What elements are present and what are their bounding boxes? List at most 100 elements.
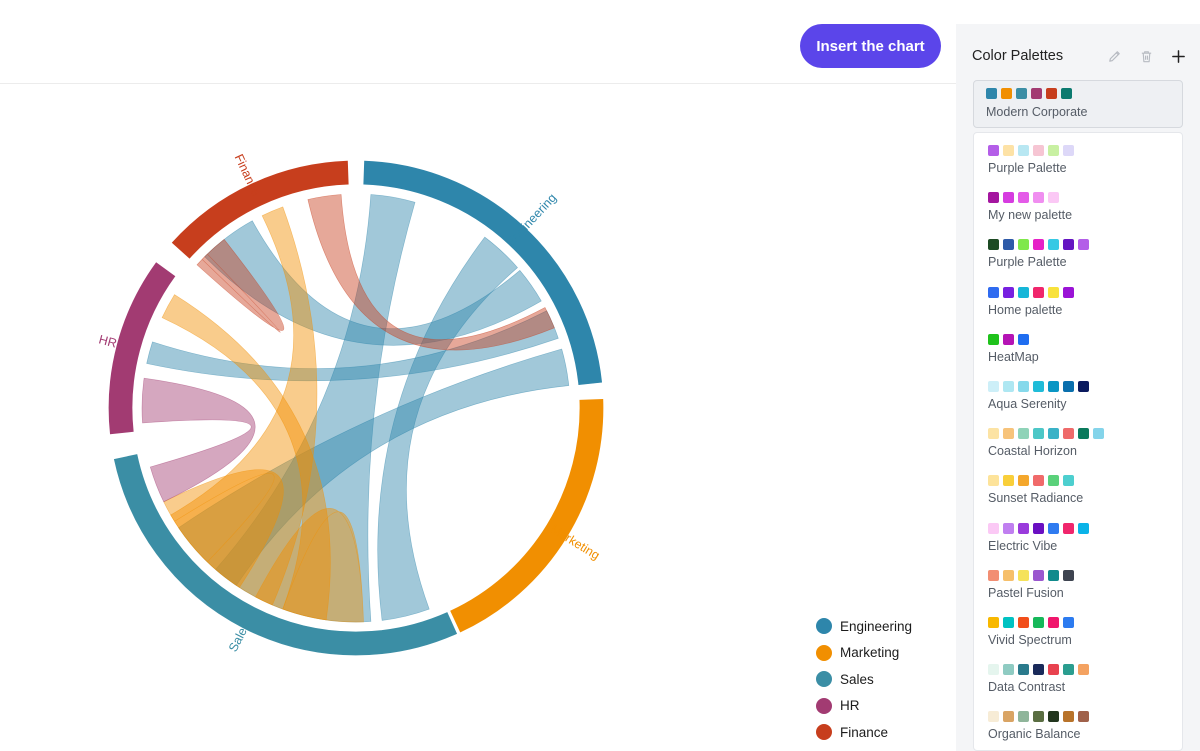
color-swatch bbox=[1033, 475, 1044, 487]
legend-swatch bbox=[816, 618, 832, 635]
palette-name: Purple Palette bbox=[988, 255, 1067, 270]
color-swatch bbox=[1048, 428, 1059, 440]
legend-label: Marketing bbox=[840, 645, 900, 661]
color-swatch bbox=[1063, 380, 1074, 392]
palette-name: HeatMap bbox=[988, 349, 1039, 364]
color-swatch bbox=[1033, 428, 1044, 440]
legend-item[interactable]: Sales bbox=[816, 666, 912, 693]
legend-item[interactable]: Finance bbox=[816, 719, 912, 746]
color-swatch bbox=[1018, 616, 1029, 628]
color-swatch bbox=[1048, 616, 1059, 628]
color-swatch bbox=[1063, 616, 1074, 628]
color-swatch bbox=[1018, 286, 1029, 298]
color-swatch bbox=[1033, 616, 1044, 628]
chord-ribbon[interactable] bbox=[163, 469, 284, 588]
color-swatch bbox=[1033, 569, 1044, 581]
selected-palette-card[interactable]: Modern Corporate bbox=[973, 80, 1183, 128]
chord-ribbon[interactable] bbox=[146, 310, 559, 382]
color-swatch bbox=[1018, 380, 1029, 392]
legend-item[interactable]: Engineering bbox=[816, 613, 912, 640]
palette-item[interactable]: Aqua Serenity bbox=[974, 380, 1182, 428]
legend-swatch bbox=[816, 697, 832, 714]
pencil-icon[interactable] bbox=[1104, 46, 1124, 66]
palette-item[interactable]: Data Contrast bbox=[974, 664, 1182, 711]
trash-icon[interactable] bbox=[1136, 46, 1156, 66]
color-swatch bbox=[1048, 286, 1059, 298]
color-swatch bbox=[1003, 239, 1014, 251]
palette-item[interactable]: Home palette bbox=[974, 286, 1182, 334]
color-swatch bbox=[1003, 616, 1014, 628]
palette-swatches bbox=[988, 333, 1182, 345]
palette-name: Vivid Spectrum bbox=[988, 632, 1072, 647]
color-swatch bbox=[1078, 664, 1089, 676]
chord-ribbon[interactable] bbox=[196, 238, 285, 333]
group-arc[interactable] bbox=[171, 160, 349, 259]
palette-item[interactable]: Purple Palette bbox=[974, 239, 1182, 286]
color-swatch bbox=[988, 616, 999, 628]
color-swatch bbox=[1033, 286, 1044, 298]
color-swatch bbox=[1003, 522, 1014, 534]
chord-ribbon[interactable] bbox=[141, 377, 256, 503]
palette-swatches bbox=[988, 711, 1182, 723]
palette-name: Purple Palette bbox=[988, 161, 1067, 175]
color-swatch bbox=[1033, 522, 1044, 534]
color-swatch bbox=[1063, 239, 1074, 251]
color-swatch bbox=[1018, 475, 1029, 487]
palette-item[interactable]: Electric Vibe bbox=[974, 522, 1182, 570]
palette-swatches bbox=[988, 664, 1182, 676]
legend-swatch bbox=[816, 671, 832, 688]
color-swatch bbox=[1003, 428, 1014, 440]
palette-swatches bbox=[988, 380, 1182, 392]
group-label: HR bbox=[97, 332, 118, 350]
color-swatch bbox=[988, 239, 999, 251]
palette-item[interactable]: Sunset Radiance bbox=[974, 475, 1182, 522]
palette-name: Data Contrast bbox=[988, 680, 1066, 695]
color-swatch bbox=[1048, 569, 1059, 581]
palette-item[interactable]: Pastel Fusion bbox=[974, 569, 1182, 617]
palette-item[interactable]: Vivid Spectrum bbox=[974, 616, 1182, 664]
group-arc[interactable] bbox=[113, 454, 458, 656]
legend-item[interactable]: HR bbox=[816, 693, 912, 720]
palette-swatches bbox=[988, 569, 1182, 581]
palette-item[interactable]: Coastal Horizon bbox=[974, 428, 1182, 475]
palette-item[interactable]: Organic Balance bbox=[974, 711, 1182, 750]
palette-name: Modern Corporate bbox=[986, 105, 1088, 119]
chord-ribbon[interactable] bbox=[307, 194, 555, 351]
color-swatch bbox=[1048, 145, 1059, 156]
legend-label: Engineering bbox=[840, 618, 913, 634]
top-toolbar: Insert the chart bbox=[0, 0, 956, 84]
color-swatch bbox=[1078, 522, 1089, 534]
color-swatch bbox=[988, 664, 999, 676]
palette-name: Electric Vibe bbox=[988, 538, 1058, 553]
color-swatch bbox=[1003, 192, 1014, 204]
palette-swatches bbox=[988, 616, 1182, 628]
palette-item[interactable]: Purple Palette bbox=[974, 145, 1182, 192]
insert-chart-button[interactable]: Insert the chart bbox=[800, 24, 941, 68]
legend-item[interactable]: Marketing bbox=[816, 640, 912, 667]
color-swatch bbox=[1046, 88, 1057, 99]
palette-swatches bbox=[988, 522, 1182, 534]
color-swatch bbox=[986, 88, 997, 99]
group-arc[interactable] bbox=[450, 398, 604, 633]
color-swatch bbox=[1018, 664, 1029, 676]
chord-ribbon[interactable] bbox=[377, 236, 518, 621]
palette-item[interactable]: My new palette bbox=[974, 192, 1182, 239]
palette-swatches bbox=[986, 88, 1170, 99]
palette-swatches bbox=[988, 428, 1182, 440]
color-swatch bbox=[988, 475, 999, 487]
color-swatch bbox=[1048, 192, 1059, 204]
color-swatch bbox=[988, 286, 999, 298]
palette-item[interactable]: HeatMap bbox=[974, 333, 1182, 381]
group-arc[interactable] bbox=[363, 160, 603, 386]
color-swatch bbox=[1018, 192, 1029, 204]
legend-label: Sales bbox=[840, 671, 874, 687]
palette-name: Organic Balance bbox=[988, 727, 1081, 742]
group-arc[interactable] bbox=[108, 262, 176, 435]
color-swatch bbox=[988, 522, 999, 534]
chord-ribbon[interactable] bbox=[161, 294, 331, 621]
color-swatch bbox=[988, 145, 999, 156]
plus-icon[interactable] bbox=[1168, 46, 1188, 66]
palette-list[interactable]: Purple Palette My new palette Purple Palet… bbox=[973, 132, 1183, 751]
color-swatch bbox=[1063, 711, 1074, 723]
